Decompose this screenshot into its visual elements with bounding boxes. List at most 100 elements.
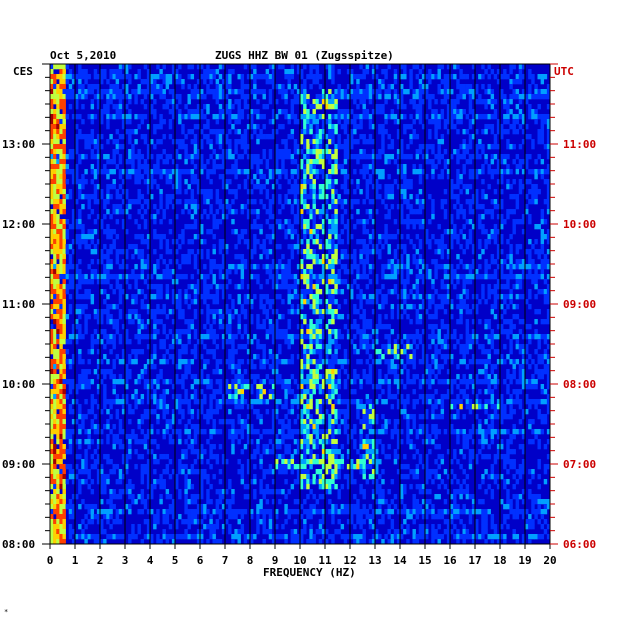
- heatmap-cell: [350, 204, 354, 210]
- heatmap-cell: [78, 384, 82, 390]
- heatmap-cell: [350, 109, 354, 115]
- heatmap-cell: [350, 69, 354, 75]
- heatmap-cell: [93, 219, 98, 225]
- heatmap-cell: [509, 344, 513, 350]
- heatmap-cell: [103, 334, 107, 340]
- heatmap-cell: [200, 139, 204, 145]
- heatmap-cell: [150, 94, 154, 100]
- heatmap-cell: [162, 119, 166, 125]
- heatmap-cell: [343, 224, 348, 230]
- heatmap-cell: [262, 294, 266, 300]
- heatmap-cell: [481, 249, 485, 255]
- heatmap-cell: [343, 359, 348, 365]
- heatmap-cell: [153, 89, 157, 95]
- heatmap-cell: [218, 384, 223, 390]
- heatmap-cell: [318, 194, 323, 200]
- heatmap-cell: [112, 209, 116, 215]
- heatmap-cell: [509, 69, 513, 75]
- heatmap-cell: [250, 64, 254, 70]
- heatmap-cell: [181, 254, 185, 260]
- heatmap-cell: [509, 94, 513, 100]
- heatmap-cell: [128, 314, 132, 320]
- heatmap-cell: [262, 359, 266, 365]
- heatmap-cell: [281, 314, 285, 320]
- heatmap-cell: [546, 369, 551, 375]
- heatmap-cell: [431, 279, 435, 285]
- heatmap-cell: [234, 129, 238, 135]
- heatmap-cell: [162, 379, 166, 385]
- heatmap-cell: [462, 299, 466, 305]
- heatmap-cell: [384, 74, 388, 80]
- heatmap-cell: [59, 119, 63, 125]
- heatmap-cell: [496, 164, 501, 170]
- heatmap-cell: [228, 74, 232, 80]
- heatmap-cell: [434, 114, 438, 120]
- heatmap-cell: [140, 249, 145, 255]
- heatmap-cell: [353, 94, 357, 100]
- heatmap-cell: [190, 284, 195, 290]
- heatmap-cell: [303, 349, 307, 355]
- heatmap-cell: [246, 114, 251, 120]
- heatmap-cell: [50, 134, 54, 140]
- heatmap-cell: [390, 189, 395, 195]
- heatmap-cell: [500, 324, 504, 330]
- heatmap-cell: [53, 274, 57, 280]
- heatmap-cell: [434, 324, 438, 330]
- heatmap-cell: [343, 149, 348, 155]
- heatmap-cell: [137, 379, 141, 385]
- heatmap-cell: [393, 119, 398, 125]
- heatmap-cell: [503, 74, 507, 80]
- heatmap-cell: [546, 264, 551, 270]
- heatmap-cell: [65, 359, 70, 365]
- heatmap-cell: [150, 384, 154, 390]
- heatmap-cell: [290, 224, 295, 230]
- heatmap-cell: [178, 354, 182, 360]
- heatmap-cell: [243, 104, 248, 110]
- heatmap-cell: [290, 244, 295, 250]
- heatmap-cell: [84, 89, 88, 95]
- heatmap-cell: [518, 159, 523, 165]
- heatmap-cell: [312, 104, 316, 110]
- heatmap-cell: [275, 269, 279, 275]
- heatmap-cell: [68, 94, 73, 100]
- heatmap-cell: [450, 354, 454, 360]
- heatmap-cell: [296, 309, 301, 315]
- heatmap-cell: [178, 109, 182, 115]
- heatmap-cell: [418, 319, 423, 325]
- heatmap-cell: [509, 289, 513, 295]
- heatmap-cell: [190, 94, 195, 100]
- heatmap-cell: [518, 79, 523, 85]
- heatmap-cell: [53, 204, 57, 210]
- heatmap-cell: [334, 169, 338, 175]
- heatmap-cell: [75, 284, 79, 290]
- heatmap-cell: [137, 174, 141, 180]
- heatmap-cell: [193, 139, 198, 145]
- heatmap-cell: [390, 269, 395, 275]
- heatmap-cell: [209, 194, 213, 200]
- heatmap-cell: [221, 154, 226, 160]
- heatmap-cell: [146, 259, 151, 265]
- heatmap-cell: [321, 224, 326, 230]
- heatmap-cell: [543, 89, 548, 95]
- heatmap-cell: [121, 64, 126, 70]
- heatmap-cell: [337, 119, 341, 125]
- heatmap-cell: [262, 324, 266, 330]
- heatmap-cell: [137, 179, 141, 185]
- heatmap-cell: [443, 89, 448, 95]
- heatmap-cell: [140, 369, 145, 375]
- heatmap-cell: [62, 374, 66, 380]
- heatmap-cell: [453, 64, 457, 70]
- heatmap-cell: [103, 264, 107, 270]
- heatmap-cell: [518, 279, 523, 285]
- heatmap-cell: [421, 259, 426, 265]
- heatmap-cell: [465, 244, 470, 250]
- heatmap-cell: [437, 249, 441, 255]
- heatmap-cell: [275, 154, 279, 160]
- heatmap-cell: [365, 89, 370, 95]
- heatmap-cell: [187, 339, 191, 345]
- heatmap-cell: [528, 104, 532, 110]
- heatmap-cell: [253, 209, 257, 215]
- heatmap-cell: [518, 124, 523, 130]
- heatmap-cell: [337, 374, 341, 380]
- heatmap-cell: [287, 199, 291, 205]
